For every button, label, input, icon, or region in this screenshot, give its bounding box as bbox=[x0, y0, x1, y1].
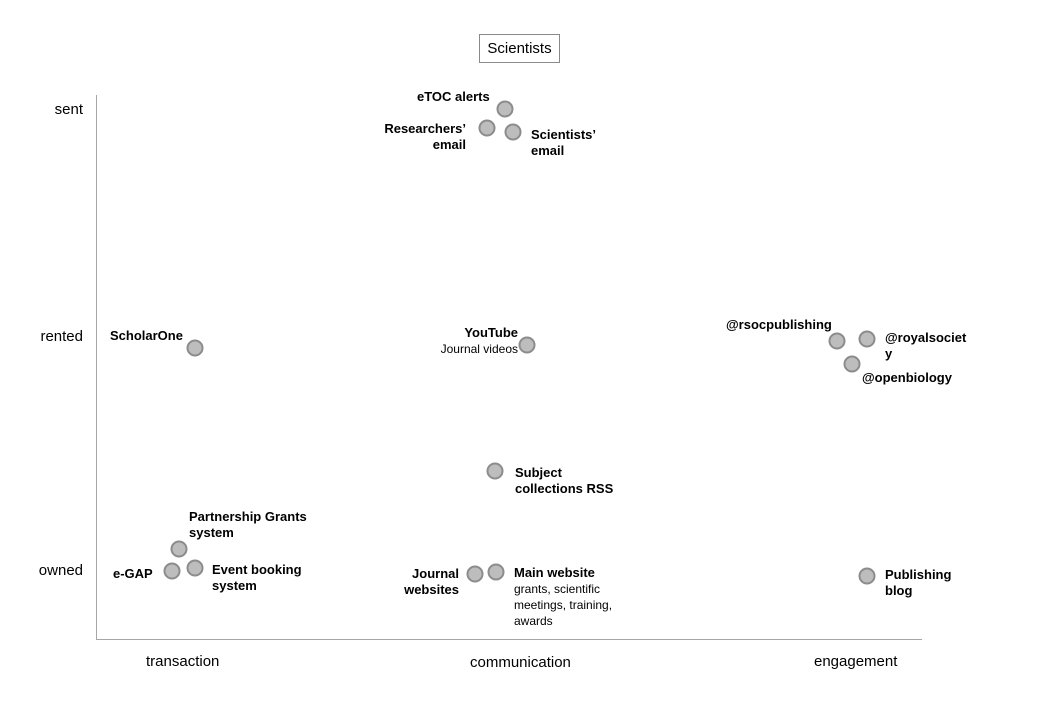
node-label-youtube: YouTube Journal videos bbox=[441, 325, 518, 357]
node-label-event-booking-line2: system bbox=[212, 578, 257, 593]
node-label-main-website-sub1: grants, scientific bbox=[514, 582, 601, 596]
y-axis-line bbox=[96, 95, 97, 640]
node-label-partnership: Partnership Grants system bbox=[189, 509, 307, 541]
node-dot-publishing-blog bbox=[858, 567, 876, 585]
node-dot-journal-websites bbox=[466, 565, 484, 583]
x-axis-line bbox=[96, 639, 922, 640]
node-label-main-website: Main website grants, scientific meetings… bbox=[514, 565, 612, 629]
node-label-researchers-email-line1: Researchers’ bbox=[384, 121, 466, 136]
node-label-subject-rss-line1: Subject bbox=[515, 465, 562, 480]
node-label-youtube-sub: Journal videos bbox=[440, 342, 518, 356]
node-label-royalsociety: @royalsociet y bbox=[885, 330, 966, 362]
node-label-etoc: eTOC alerts bbox=[417, 89, 490, 104]
node-dot-subject-rss bbox=[486, 462, 504, 480]
node-label-scientists-email-line1: Scientists’ bbox=[531, 127, 597, 142]
node-label-egap: e-GAP bbox=[113, 566, 153, 581]
node-label-publishing-blog: Publishing blog bbox=[885, 567, 951, 599]
node-label-partnership-line1: Partnership Grants bbox=[189, 509, 307, 524]
diagram-title: Scientists bbox=[479, 34, 560, 63]
node-label-scholarone: ScholarOne bbox=[110, 328, 183, 343]
node-dot-youtube bbox=[518, 336, 536, 354]
node-label-event-booking: Event booking system bbox=[212, 562, 302, 594]
node-label-rsocpublishing: @rsocpublishing bbox=[726, 317, 832, 332]
node-label-main-website-sub2: meetings, training, bbox=[514, 598, 613, 612]
node-label-main-website-sub3: awards bbox=[514, 614, 553, 628]
x-label-transaction: transaction bbox=[146, 653, 220, 670]
node-label-openbiology: @openbiology bbox=[862, 370, 952, 385]
node-dot-partnership bbox=[170, 540, 188, 558]
node-dot-etoc bbox=[496, 100, 514, 118]
node-label-journal-websites: Journal websites bbox=[404, 566, 459, 598]
node-label-youtube-name: YouTube bbox=[464, 325, 518, 340]
node-label-publishing-blog-line1: Publishing bbox=[885, 567, 952, 582]
node-label-scientists-email-line2: email bbox=[531, 143, 565, 158]
y-label-sent: sent bbox=[54, 101, 83, 118]
node-label-researchers-email-line2: email bbox=[432, 137, 466, 152]
node-dot-main-website bbox=[487, 563, 505, 581]
node-dot-egap bbox=[163, 562, 181, 580]
node-label-scientists-email: Scientists’ email bbox=[531, 127, 596, 159]
node-label-main-website-name: Main website bbox=[514, 565, 595, 580]
node-label-journal-websites-line2: websites bbox=[404, 582, 459, 597]
node-label-royalsociety-line2: y bbox=[885, 346, 893, 361]
y-label-owned: owned bbox=[38, 562, 83, 579]
node-dot-openbiology bbox=[843, 355, 861, 373]
node-label-journal-websites-line1: Journal bbox=[412, 566, 459, 581]
y-label-rented: rented bbox=[40, 328, 83, 345]
node-label-subject-rss-line2: collections RSS bbox=[515, 481, 614, 496]
node-label-royalsociety-line1: @royalsociet bbox=[885, 330, 967, 345]
node-label-researchers-email: Researchers’ email bbox=[384, 121, 466, 153]
x-label-engagement: engagement bbox=[814, 653, 898, 670]
node-dot-event-booking bbox=[186, 559, 204, 577]
node-label-partnership-line2: system bbox=[189, 525, 234, 540]
node-dot-scientists-email bbox=[504, 123, 522, 141]
node-label-publishing-blog-line2: blog bbox=[885, 583, 913, 598]
node-dot-scholarone bbox=[186, 339, 204, 357]
node-label-subject-rss: Subject collections RSS bbox=[515, 465, 613, 497]
node-label-event-booking-line1: Event booking bbox=[212, 562, 302, 577]
node-dot-researchers-email bbox=[478, 119, 496, 137]
node-dot-rsocpublishing bbox=[828, 332, 846, 350]
node-dot-royalsociety bbox=[858, 330, 876, 348]
x-label-communication: communication bbox=[470, 654, 571, 671]
